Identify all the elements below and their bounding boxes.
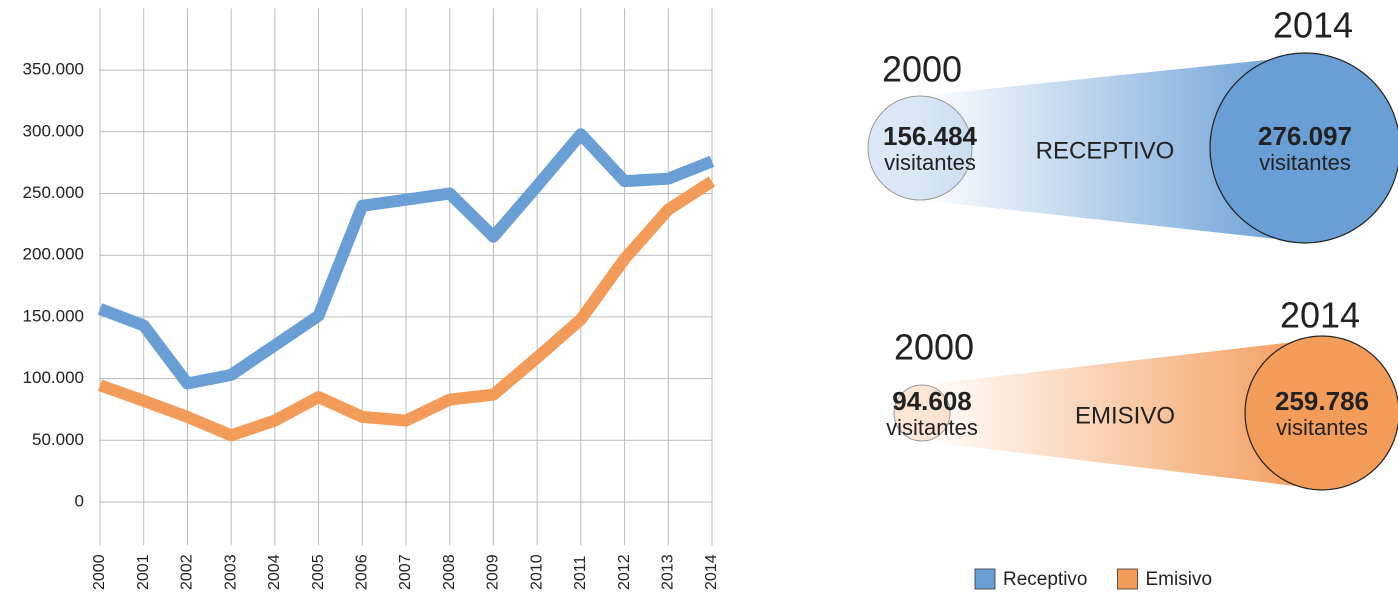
x-tick-label: 2014 (703, 554, 720, 590)
end-value: 259.786 (1275, 386, 1369, 416)
x-tick-label: 2011 (572, 555, 589, 590)
end-unit: visitantes (1259, 150, 1351, 175)
y-tick-label: 300.000 (23, 121, 84, 140)
y-tick-label: 250.000 (23, 183, 84, 202)
x-tick-label: 2013 (660, 554, 677, 590)
x-tick-label: 2012 (616, 554, 633, 590)
x-tick-label: 2003 (222, 554, 239, 590)
legend-swatch (1118, 569, 1138, 589)
start-unit: visitantes (884, 150, 976, 175)
x-tick-label: 2006 (354, 554, 371, 590)
start-value: 156.484 (883, 121, 978, 151)
start-value: 94.608 (892, 386, 972, 416)
y-tick-label: 150.000 (23, 306, 84, 325)
end-value: 276.097 (1258, 121, 1352, 151)
x-tick-label: 2007 (397, 554, 414, 590)
end-year: 2014 (1280, 295, 1360, 336)
legend-label: Receptivo (1003, 569, 1088, 590)
start-unit: visitantes (886, 415, 978, 440)
end-unit: visitantes (1276, 415, 1368, 440)
x-tick-label: 2008 (441, 554, 458, 590)
infographic: 0 50.000 100.000 150.000 200.000 250.000 300.0… (0, 0, 1398, 595)
legend-swatch (975, 569, 995, 589)
legend-label: Emisivo (1146, 569, 1213, 590)
x-tick-label: 2005 (310, 554, 327, 590)
x-tick-label: 2001 (135, 554, 152, 590)
start-year: 2000 (894, 327, 974, 368)
y-tick-label: 350.000 (23, 60, 84, 79)
y-tick-label: 50.000 (32, 430, 84, 449)
y-tick-label: 200.000 (23, 245, 84, 264)
y-tick-label: 0 (75, 491, 84, 510)
comparison-label: RECEPTIVO (1036, 137, 1175, 164)
start-year: 2000 (882, 49, 962, 90)
comparison-label: EMISIVO (1075, 402, 1175, 429)
x-tick-label: 2010 (528, 554, 545, 590)
x-tick-label: 2009 (485, 554, 502, 590)
end-year: 2014 (1273, 5, 1353, 46)
x-tick-label: 2002 (179, 554, 196, 590)
y-tick-label: 100.000 (23, 368, 84, 387)
x-tick-label: 2004 (266, 554, 283, 590)
x-tick-label: 2000 (91, 554, 108, 590)
